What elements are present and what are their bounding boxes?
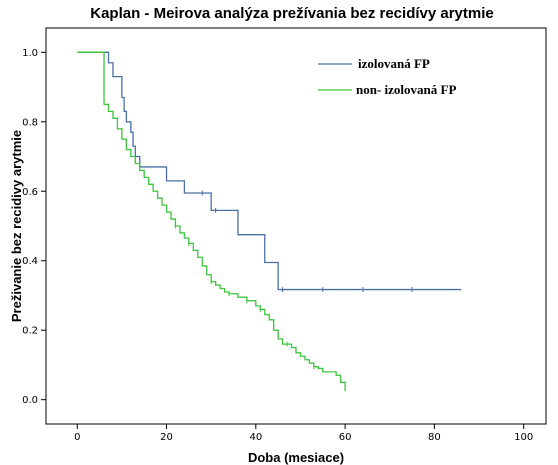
y-tick-label: 0.6	[22, 187, 38, 198]
x-tick-label: 20	[160, 432, 173, 443]
y-tick-label: 0.2	[22, 326, 38, 337]
y-tick-label: 0.0	[22, 395, 38, 406]
legend: izolovaná FP non- izolovaná FP	[318, 56, 456, 97]
series-layer	[77, 51, 462, 391]
y-axis: 0.0 0.2 0.4 0.6 0.8 1.0	[22, 48, 46, 406]
x-tick-label: 0	[74, 432, 80, 443]
plot-frame	[45, 27, 547, 425]
x-tick-label: 40	[249, 432, 262, 443]
chart-title: Kaplan - Meirova analýza prežívania bez …	[90, 5, 494, 22]
y-tick-label: 1.0	[22, 48, 38, 59]
legend-label-izolovana: izolovaná FP	[358, 56, 430, 71]
x-axis-label: Doba (mesiace)	[248, 450, 344, 465]
x-tick-label: 100	[514, 432, 533, 443]
legend-label-non-izolovana: non- izolovaná FP	[356, 82, 456, 97]
y-tick-label: 0.4	[22, 256, 38, 267]
x-tick-label: 80	[428, 432, 441, 443]
y-axis-label: Preživanie bez recidivy arytmie	[9, 130, 24, 322]
series-line-non-izolovana	[77, 51, 346, 391]
y-tick-label: 0.8	[22, 117, 38, 128]
x-tick-label: 60	[339, 432, 352, 443]
x-axis: 0 20 40 60 80 100	[74, 424, 533, 443]
